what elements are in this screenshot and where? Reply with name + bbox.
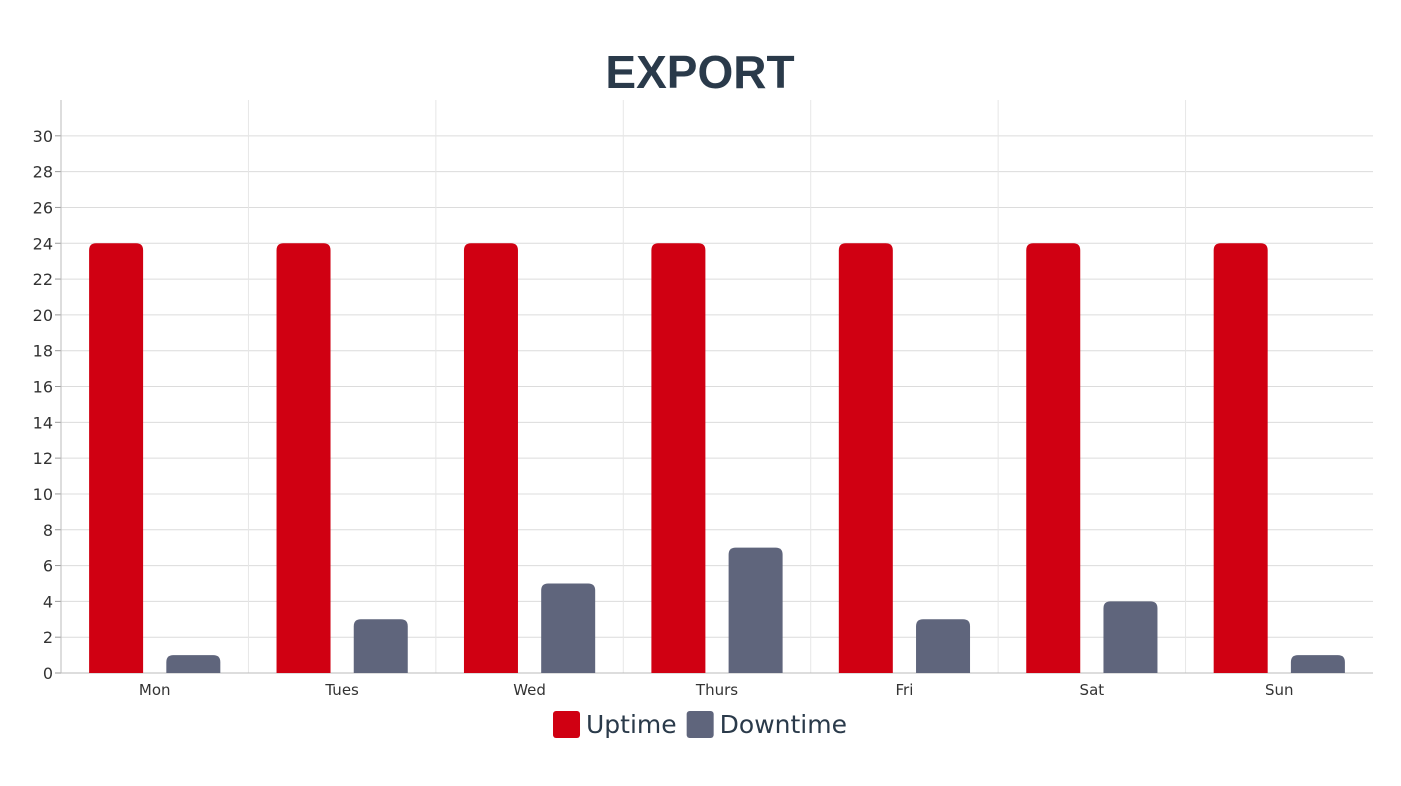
legend: Uptime Downtime [553,710,847,739]
bar-downtime-sun[interactable] [1290,655,1345,673]
chart-title: EXPORT [605,46,794,98]
bar-uptime-wed[interactable] [463,243,518,673]
x-tick-label: Thurs [695,681,738,699]
bar-downtime-tues[interactable] [353,619,408,673]
y-tick-label: 0 [43,664,53,683]
y-tick-label: 12 [33,449,53,468]
y-tick-label: 6 [43,557,53,576]
y-tick-label: 2 [43,628,53,647]
x-tick-label: Fri [895,681,913,699]
bar-downtime-sat[interactable] [1103,601,1158,673]
y-tick-label: 14 [33,413,53,432]
y-tick-label: 22 [33,270,53,289]
bar-downtime-mon[interactable] [166,655,221,673]
y-tick-label: 24 [33,234,53,253]
y-tick-label: 16 [33,378,53,397]
y-tick-label: 4 [43,592,53,611]
y-tick-label: 10 [33,485,53,504]
legend-label: Uptime [586,710,677,739]
x-tick-label: Wed [513,681,546,699]
bar-uptime-tues[interactable] [276,243,331,673]
x-tick-label: Sat [1080,681,1105,699]
bars [89,243,1345,673]
bar-downtime-fri[interactable] [916,619,971,673]
y-tick-label: 20 [33,306,53,325]
legend-label: Downtime [720,710,847,739]
legend-swatch [553,711,581,738]
y-tick-label: 18 [33,342,53,361]
y-tick-label: 28 [33,163,53,182]
bar-uptime-fri[interactable] [838,243,893,673]
legend-item-downtime[interactable]: Downtime [686,710,847,739]
bar-downtime-wed[interactable] [541,583,596,673]
legend-swatch [686,711,714,738]
y-tick-label: 30 [33,127,53,146]
bar-uptime-sun[interactable] [1213,243,1268,673]
bar-uptime-mon[interactable] [89,243,144,673]
y-tick-label: 26 [33,198,53,217]
y-tick-label: 8 [43,521,53,540]
legend-item-uptime[interactable]: Uptime [553,710,677,739]
grid [61,100,1373,673]
bar-downtime-thurs[interactable] [728,547,783,673]
x-tick-label: Sun [1265,681,1294,699]
bar-uptime-sat[interactable] [1026,243,1081,673]
x-tick-label: Tues [324,681,359,699]
bar-uptime-thurs[interactable] [651,243,706,673]
x-tick-label: Mon [139,681,171,699]
